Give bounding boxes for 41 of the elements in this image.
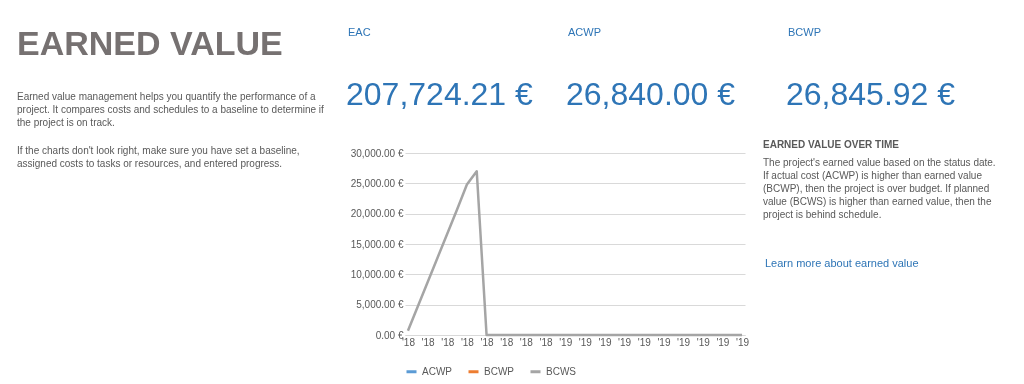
x-tick-label: '19 bbox=[618, 336, 632, 348]
legend-label: BCWP bbox=[484, 365, 515, 377]
x-tick-label: '18 bbox=[480, 336, 495, 348]
x-tick-label: '19 bbox=[696, 336, 711, 348]
x-tick-label: '19 bbox=[637, 336, 652, 348]
y-tick-label: 5,000.00 € bbox=[356, 299, 404, 311]
text: Earned value management helps you quantify the performance of a project. It compares costs and schedules to a baseline to determine if the project is on track. bbox=[17, 91, 325, 128]
text: 26,845.92 € bbox=[786, 76, 956, 112]
x-tick-label: '19 bbox=[598, 336, 612, 348]
legend-label: ACWP bbox=[422, 365, 453, 377]
text: 207,724.21 € bbox=[346, 76, 534, 112]
y-tick-label: 30,000.00 € bbox=[350, 147, 404, 159]
x-tick-label: '19 bbox=[736, 336, 750, 348]
x-tick-label: '19 bbox=[578, 336, 593, 348]
x-tick-label: '18 bbox=[500, 336, 514, 348]
y-tick-label: 25,000.00 € bbox=[350, 177, 404, 189]
x-tick-label: '18 bbox=[460, 336, 475, 348]
x-tick-label: '19 bbox=[677, 336, 691, 348]
x-tick-label: '19 bbox=[716, 336, 730, 348]
line-series bbox=[406, 169, 744, 337]
text: ACWP bbox=[568, 26, 601, 38]
x-tick-label: '18 bbox=[421, 336, 436, 348]
y-tick-label: 15,000.00 € bbox=[350, 238, 404, 250]
text: If the charts don't look right, make sure you have set a baseline, assigned costs to tasks or resources, and entered progress. bbox=[17, 145, 300, 169]
legend-label: BCWS bbox=[546, 365, 577, 377]
text: Learn more about earned value bbox=[765, 257, 919, 269]
text: The project's earned value based on the status date. If actual cost (ACWP) is higher than earned value (BCWP), then the project is over budget. If planned value (BCWS) is higher than earned value, then the project is behind schedule. bbox=[763, 157, 996, 220]
chart-title: EARNED VALUE bbox=[17, 24, 283, 62]
text: EARNED VALUE OVER TIME bbox=[763, 139, 900, 150]
y-tick-label: 10,000.00 € bbox=[350, 268, 404, 280]
y-tick-label: 0.00 € bbox=[375, 329, 404, 341]
x-tick-label: '18 bbox=[401, 336, 416, 348]
x-tick-label: '18 bbox=[441, 336, 455, 348]
x-tick-label: '19 bbox=[657, 336, 671, 348]
x-tick-label: '18 bbox=[519, 336, 534, 348]
text: EAC bbox=[348, 26, 371, 38]
y-tick-label: 20,000.00 € bbox=[350, 208, 404, 220]
text: BCWP bbox=[788, 26, 821, 38]
text: 26,840.00 € bbox=[566, 76, 736, 112]
x-tick-label: '19 bbox=[559, 336, 573, 348]
x-tick-label: '18 bbox=[539, 336, 553, 348]
